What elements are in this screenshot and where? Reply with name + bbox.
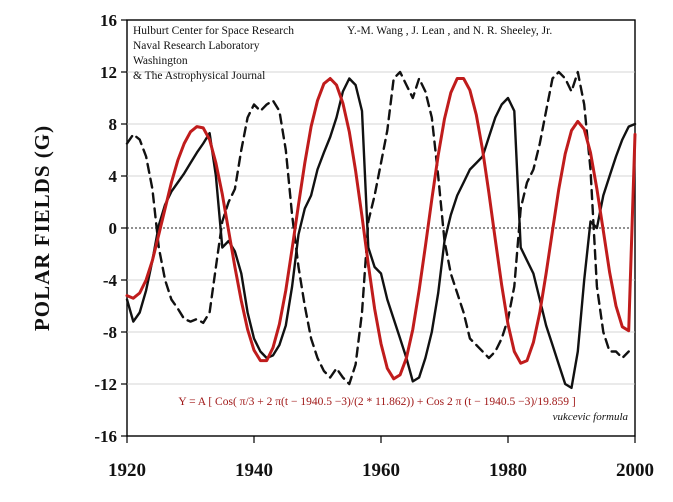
y-tick-label: -4 — [103, 271, 118, 290]
y-tick-label: 8 — [109, 115, 118, 134]
x-tick-label: 1920 — [108, 460, 146, 481]
x-tick-label: 1960 — [362, 460, 400, 481]
series-group — [125, 70, 637, 390]
authors-label: Y.-M. Wang , J. Lean , and N. R. Sheeley… — [347, 25, 552, 37]
y-tick-label: 16 — [100, 11, 117, 30]
formula-fit-line — [125, 77, 637, 381]
y-axis-ticks: 16 12 8 4 0 -4 -8 -12 -16 — [94, 11, 127, 446]
y-axis-label: POLAR FIELDS (G) — [30, 125, 54, 331]
gridlines — [127, 71, 635, 385]
signature-label: vukcevic formula — [553, 411, 629, 423]
source-line-1: Hulburt Center for Space Research — [133, 25, 294, 37]
source-line-2: Naval Research Laboratory — [133, 40, 260, 52]
source-line-3: Washington — [133, 55, 188, 67]
y-tick-label: -12 — [94, 375, 117, 394]
x-tick-label: 1980 — [489, 460, 527, 481]
y-tick-label: 12 — [100, 63, 117, 82]
y-tick-label: 0 — [109, 219, 118, 238]
formula-label: Y = A [ Cos( π/3 + 2 π(t − 1940.5 −3)/(2… — [178, 396, 575, 408]
source-line-4: & The Astrophysical Journal — [133, 70, 265, 82]
y-tick-label: -8 — [103, 323, 117, 342]
y-tick-label: -16 — [94, 427, 117, 446]
x-axis-ticks: 1920 1940 1960 1980 2000 — [108, 436, 654, 481]
x-tick-label: 2000 — [616, 460, 654, 481]
x-tick-label: 1940 — [235, 460, 273, 481]
y-tick-label: 4 — [109, 167, 118, 186]
opposite-polar-field-line — [125, 70, 630, 386]
